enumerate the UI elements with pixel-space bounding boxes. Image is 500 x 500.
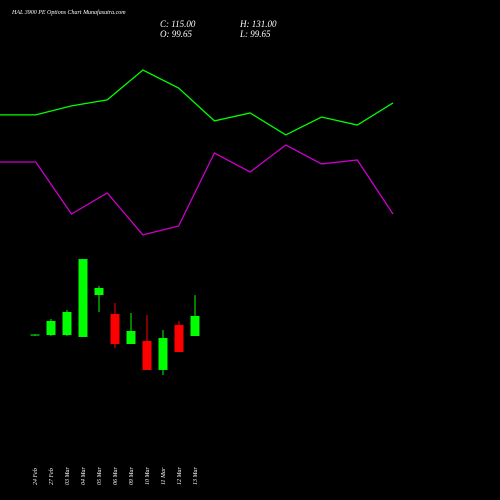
candle-body — [94, 287, 104, 296]
ohlc-label: C: 115.00 — [160, 19, 196, 29]
x-tick-label: 09 Mar — [129, 467, 135, 485]
ohlc-label: H: 131.00 — [239, 19, 277, 29]
candle-body — [78, 259, 88, 337]
candle-body — [158, 338, 168, 370]
candle-body — [30, 334, 40, 336]
candle-body — [142, 341, 152, 370]
x-tick-label: 05 Mar — [97, 467, 103, 485]
x-tick-label: 03 Mar — [65, 467, 71, 485]
chart-title: HAL 3900 PE Options Chart Munafasutra.co… — [11, 9, 126, 16]
x-tick-label: 12 Mar — [177, 467, 183, 485]
ohlc-label: L: 99.65 — [239, 29, 271, 39]
indicator-line — [0, 69, 394, 136]
x-tick-label: 13 Mar — [193, 467, 199, 485]
x-tick-label: 27 Feb — [49, 468, 55, 485]
x-tick-label: 10 Mar — [145, 467, 151, 485]
candle-body — [46, 320, 56, 336]
candle-body — [62, 311, 72, 336]
x-tick-label: 04 Mar — [80, 467, 87, 485]
ohlc-label: O: 99.65 — [160, 29, 192, 39]
x-tick-label: 11 Mar — [161, 467, 167, 485]
x-tick-label: 24 Feb — [32, 468, 39, 485]
candle-body — [174, 324, 184, 352]
indicator-line — [0, 144, 394, 236]
x-tick-label: 06 Mar — [113, 467, 119, 485]
candle-body — [126, 330, 136, 345]
candle-body — [110, 314, 120, 345]
candle-body — [190, 316, 200, 337]
